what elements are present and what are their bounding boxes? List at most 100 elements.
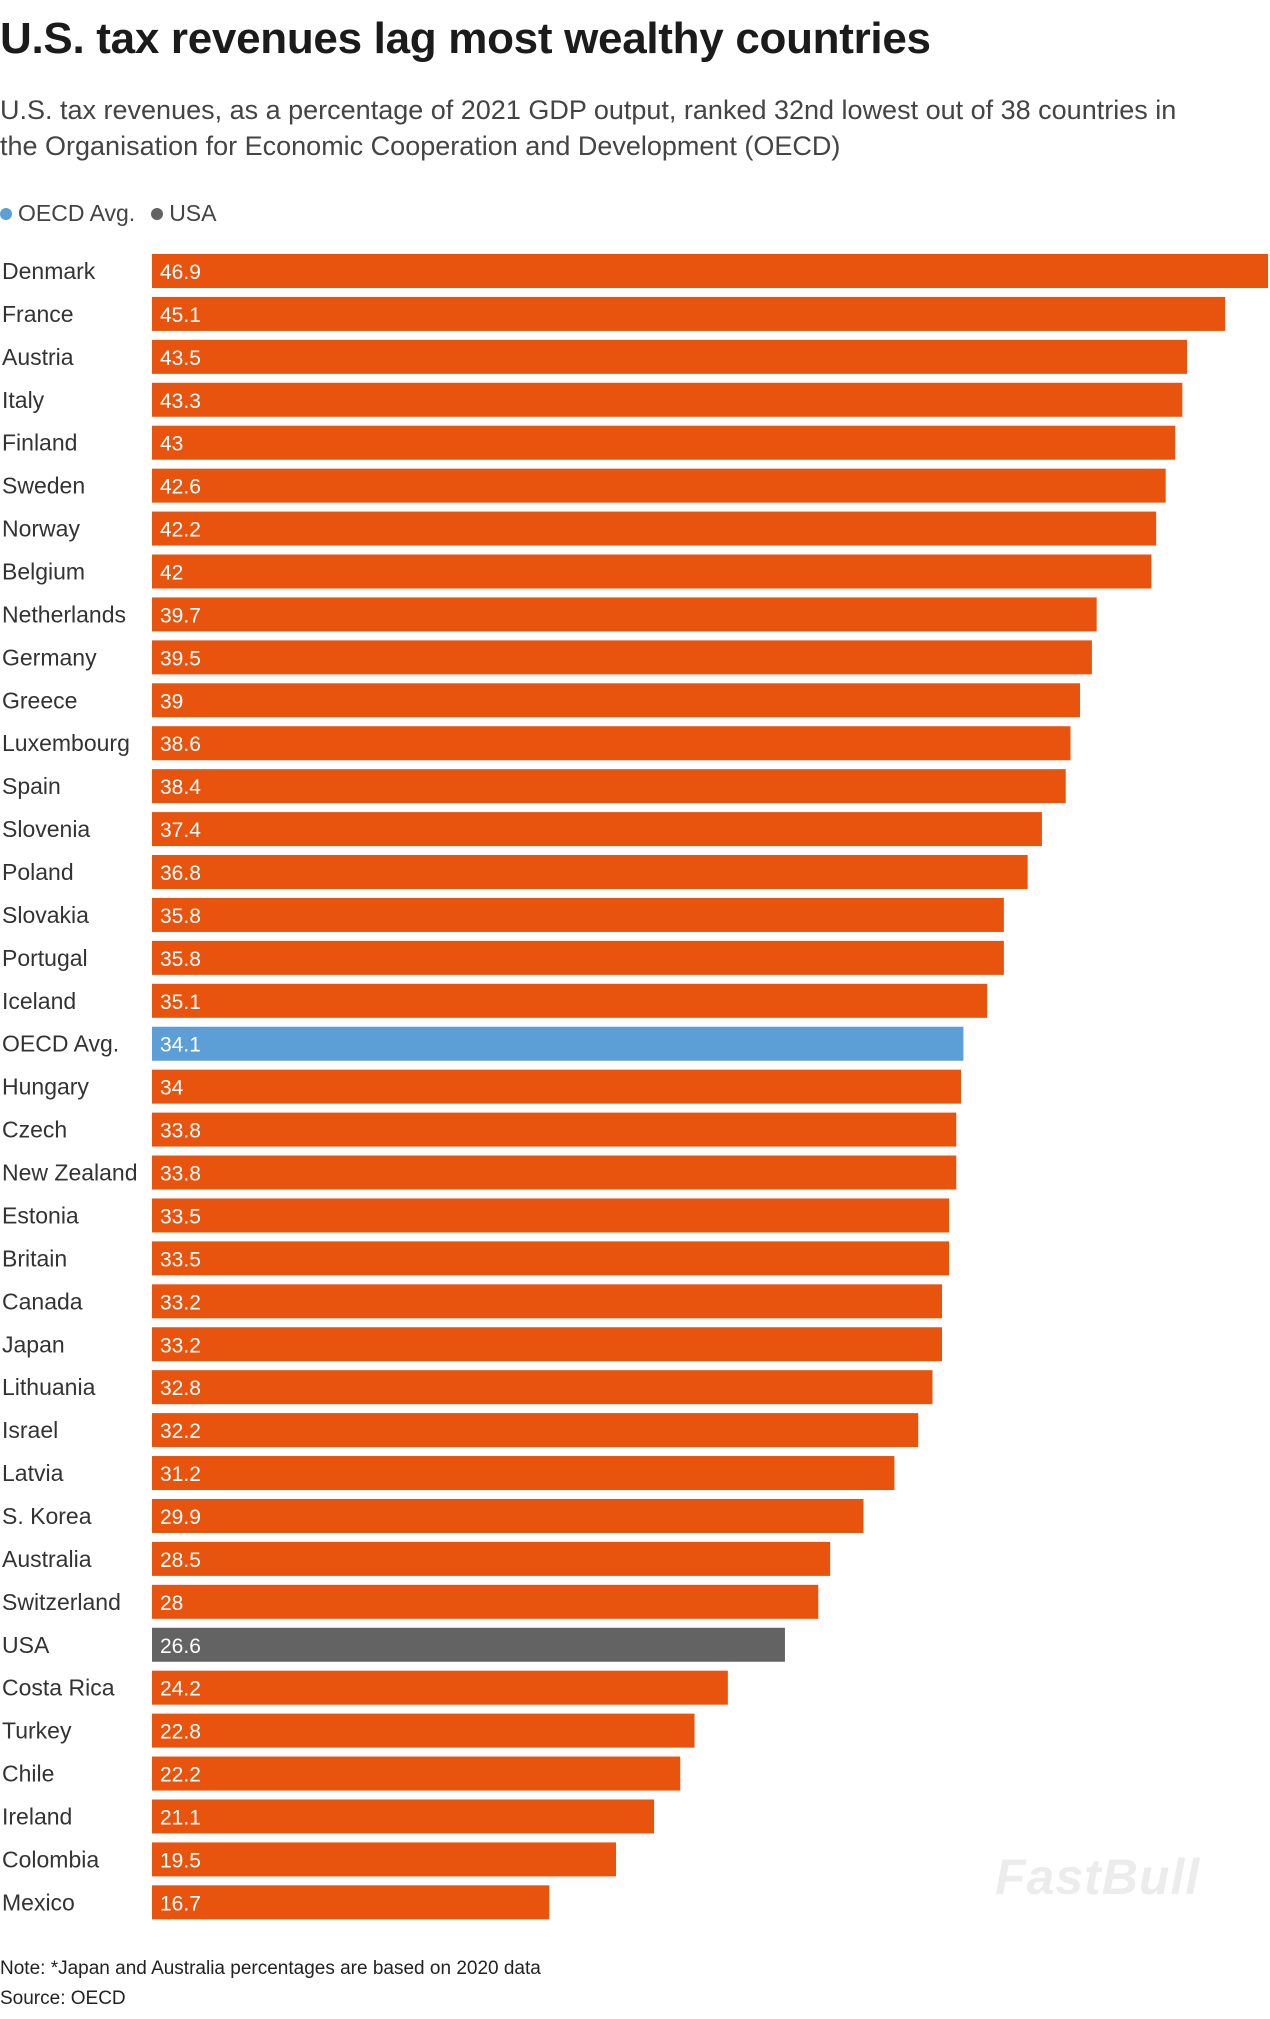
category-label-lithuania: Lithuania (2, 1374, 96, 1400)
value-label-portugal: 35.8 (160, 948, 201, 971)
value-label-chile: 22.2 (160, 1764, 201, 1787)
category-label-sweden: Sweden (2, 473, 85, 499)
bar-new-zealand (152, 1155, 957, 1190)
legend-dot-oecd-avg (0, 207, 12, 220)
category-label-slovenia: Slovenia (2, 816, 90, 842)
category-label-ireland: Ireland (2, 1803, 72, 1829)
value-label-luxembourg: 38.6 (160, 733, 201, 756)
bar-usa (152, 1627, 785, 1662)
category-label-germany: Germany (2, 644, 97, 670)
category-label-austria: Austria (2, 344, 74, 370)
bar-germany (152, 640, 1092, 675)
bar-spain (152, 769, 1066, 804)
bar-estonia (152, 1198, 950, 1233)
value-label-sweden: 42.6 (160, 476, 201, 499)
category-label-iceland: Iceland (2, 988, 76, 1014)
value-label-colombia: 19.5 (160, 1849, 201, 1872)
bar-finland (152, 425, 1176, 460)
category-label-s-korea: S. Korea (2, 1503, 92, 1529)
value-label-australia: 28.5 (160, 1549, 201, 1572)
bar-oecd-avg (152, 1026, 964, 1061)
category-label-canada: Canada (2, 1288, 83, 1314)
category-label-australia: Australia (2, 1546, 92, 1572)
chart-title: U.S. tax revenues lag most wealthy count… (0, 14, 931, 63)
category-label-japan: Japan (2, 1331, 65, 1357)
value-label-slovakia: 35.8 (160, 905, 201, 928)
category-label-spain: Spain (2, 773, 61, 799)
value-label-norway: 42.2 (160, 519, 201, 542)
watermark: FastBull (995, 1849, 1201, 1905)
bar-latvia (152, 1456, 895, 1491)
legend: OECD Avg. USA (0, 200, 232, 227)
bar-s-korea (152, 1498, 864, 1533)
bar-czech (152, 1112, 957, 1147)
bar-japan (152, 1327, 943, 1362)
category-label-hungary: Hungary (2, 1074, 89, 1100)
bar-israel (152, 1413, 919, 1448)
chart-source: Source: OECD (0, 1988, 126, 2009)
category-label-estonia: Estonia (2, 1202, 79, 1228)
category-label-colombia: Colombia (2, 1846, 99, 1872)
bar-switzerland (152, 1584, 819, 1619)
bar-canada (152, 1284, 943, 1319)
legend-item-oecd-avg: OECD Avg. (0, 200, 135, 227)
category-label-oecd-avg: OECD Avg. (2, 1031, 119, 1057)
value-label-belgium: 42 (160, 562, 183, 585)
value-label-s-korea: 29.9 (160, 1506, 201, 1529)
legend-item-usa: USA (151, 200, 216, 227)
bar-greece (152, 683, 1081, 718)
value-label-latvia: 31.2 (160, 1463, 201, 1486)
bar-chile (152, 1756, 681, 1791)
category-label-france: France (2, 301, 74, 327)
category-label-czech: Czech (2, 1117, 67, 1143)
bar-britain (152, 1241, 950, 1276)
bar-luxembourg (152, 726, 1071, 761)
value-label-japan: 33.2 (160, 1334, 201, 1357)
category-label-finland: Finland (2, 430, 77, 456)
value-label-costa-rica: 24.2 (160, 1678, 201, 1701)
value-label-turkey: 22.8 (160, 1721, 201, 1744)
category-label-greece: Greece (2, 687, 77, 713)
category-label-luxembourg: Luxembourg (2, 730, 130, 756)
bar-france (152, 296, 1226, 331)
value-label-israel: 32.2 (160, 1420, 201, 1443)
category-label-slovakia: Slovakia (2, 902, 89, 928)
bar-australia (152, 1541, 831, 1576)
category-label-new-zealand: New Zealand (2, 1160, 138, 1186)
bar-chart: Denmark 46.9 France 45.1 Austria 43.5 Italy 43.… (2, 254, 1268, 1920)
category-label-mexico: Mexico (2, 1889, 75, 1915)
category-label-belgium: Belgium (2, 559, 85, 585)
category-label-turkey: Turkey (2, 1718, 72, 1744)
bar-costa-rica (152, 1670, 728, 1705)
bar-ireland (152, 1799, 655, 1834)
bar-denmark (152, 254, 1268, 288)
legend-label-usa: USA (169, 200, 217, 226)
category-label-usa: USA (2, 1632, 50, 1658)
value-label-italy: 43.3 (160, 390, 201, 413)
category-label-costa-rica: Costa Rica (2, 1675, 115, 1701)
bar-turkey (152, 1713, 695, 1748)
bar-slovenia (152, 812, 1042, 847)
bar-sweden (152, 468, 1166, 503)
bar-austria (152, 339, 1188, 374)
bar-poland (152, 855, 1028, 890)
bar-lithuania (152, 1370, 933, 1405)
category-label-switzerland: Switzerland (2, 1589, 121, 1615)
value-label-slovenia: 37.4 (160, 819, 201, 842)
category-label-italy: Italy (2, 387, 45, 413)
bar-belgium (152, 554, 1152, 589)
category-label-norway: Norway (2, 516, 80, 542)
bar-netherlands (152, 597, 1097, 632)
value-label-denmark: 46.9 (160, 261, 201, 284)
value-label-iceland: 35.1 (160, 991, 201, 1014)
value-label-france: 45.1 (160, 304, 201, 327)
value-label-switzerland: 28 (160, 1592, 183, 1615)
value-label-new-zealand: 33.8 (160, 1163, 201, 1186)
category-label-denmark: Denmark (2, 258, 96, 284)
bar-mexico (152, 1885, 550, 1920)
bar-hungary (152, 1069, 962, 1104)
value-label-austria: 43.5 (160, 347, 201, 370)
category-label-britain: Britain (2, 1245, 67, 1271)
value-label-oecd-avg: 34.1 (160, 1034, 201, 1057)
bar-norway (152, 511, 1157, 546)
